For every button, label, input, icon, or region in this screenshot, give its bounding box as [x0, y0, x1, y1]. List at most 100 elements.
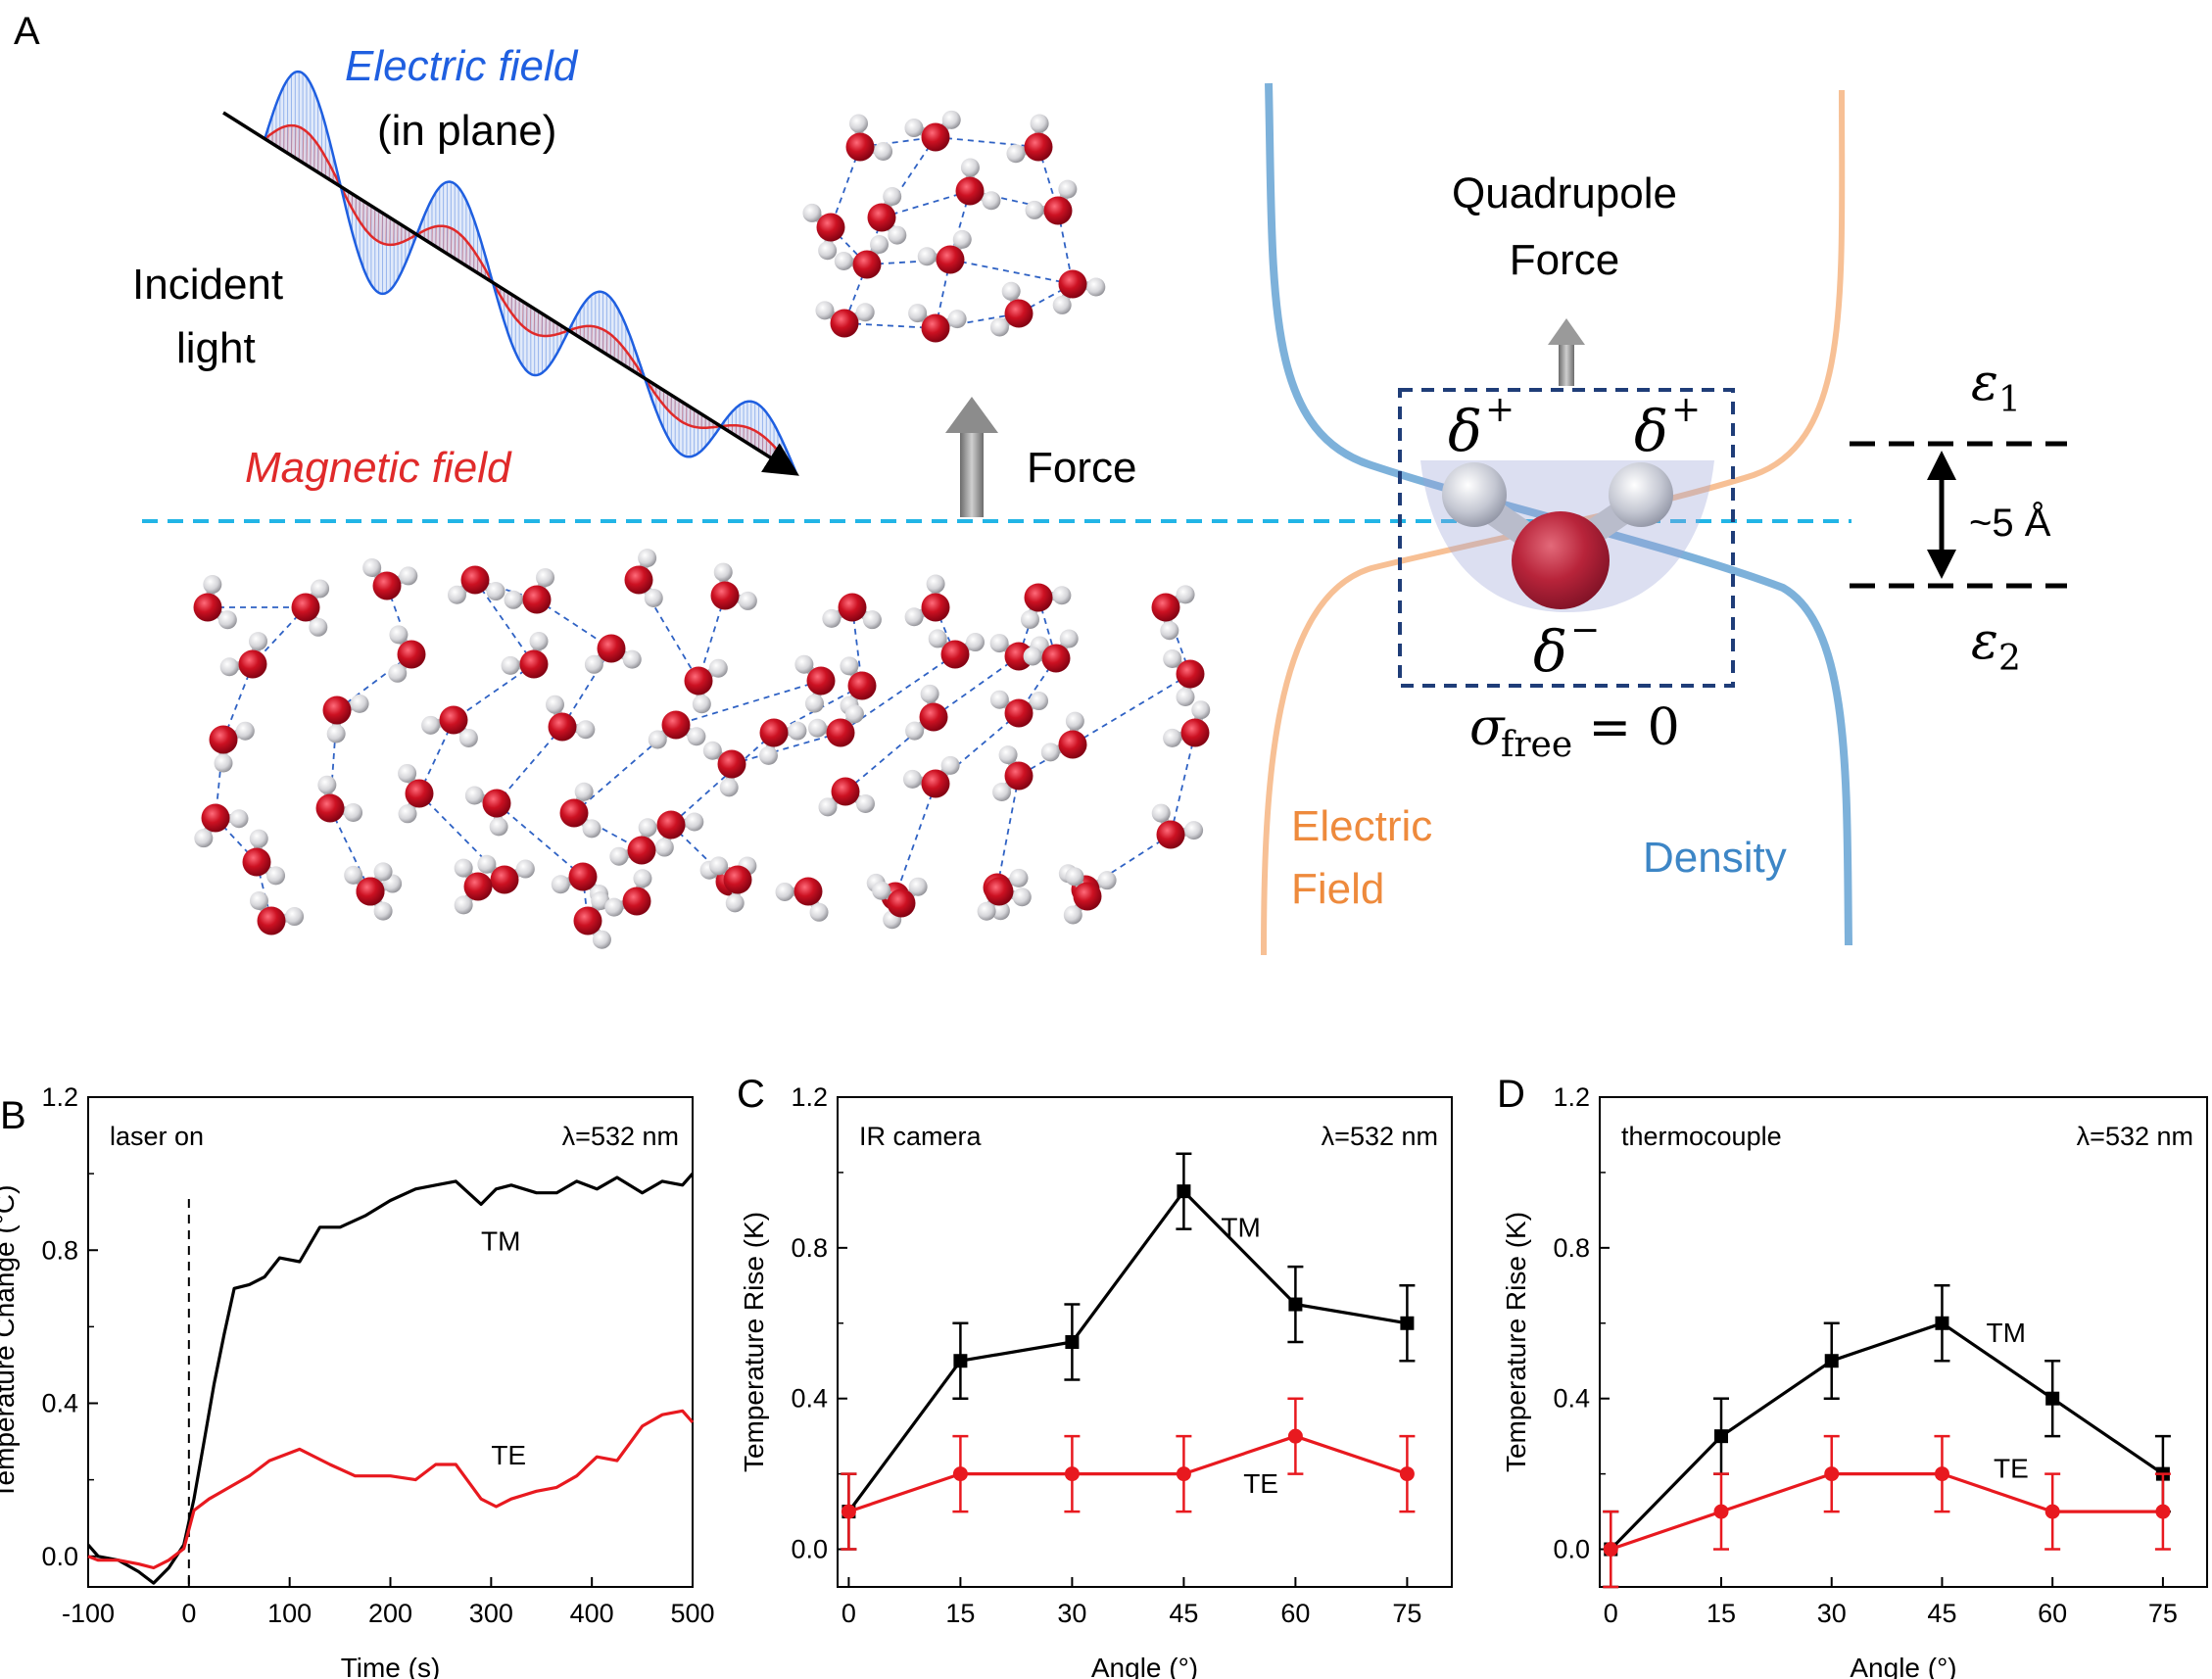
water-molecule: [464, 786, 511, 837]
x-tick-label: 30: [1057, 1599, 1086, 1628]
hydrogen-bond: [336, 653, 412, 711]
x-tick-label: 0: [1604, 1599, 1618, 1628]
data-point-te: [1603, 1542, 1618, 1558]
water-molecule: [1025, 179, 1078, 225]
water-molecule: [609, 818, 657, 866]
quadrupole-label-line1: Quadrupole: [1452, 169, 1677, 217]
delta-plus-left: δ: [1448, 398, 1482, 464]
x-tick-label: 0: [181, 1599, 196, 1628]
data-point-te: [1287, 1428, 1303, 1444]
delta-minus: δ: [1533, 618, 1567, 685]
incident-light-label-line2: light: [176, 324, 256, 372]
water-molecule: [904, 110, 961, 152]
data-point-te: [952, 1466, 968, 1482]
water-molecule: [648, 710, 706, 749]
water-molecule: [356, 862, 393, 921]
water-molecule: [908, 304, 967, 343]
hydrogen-bond: [933, 655, 1020, 718]
water-molecule: [992, 745, 1034, 801]
y-tick-label: 0.4: [791, 1384, 828, 1414]
x-tick-label: 15: [1707, 1599, 1736, 1628]
x-axis-label: Time (s): [341, 1653, 441, 1679]
panel-b-label: B: [0, 1094, 26, 1137]
x-tick-label: 400: [570, 1599, 614, 1628]
hydrogen-bond: [496, 802, 584, 878]
hydrogen-bond: [731, 732, 842, 765]
panel-d-label: D: [1497, 1073, 1525, 1116]
water-molecule: [477, 854, 535, 894]
chart-panel-d: 0 15 30 45 60 75 0.0 0.4 0.8 1.2 Angle (°) Temperat…: [1497, 1073, 2208, 1679]
data-point-te: [1713, 1504, 1729, 1519]
magnetic-field-label: Magnetic field: [245, 444, 512, 492]
water-molecule: [219, 632, 268, 679]
y-tick-label: 0.0: [791, 1535, 828, 1564]
water-molecule: [840, 656, 877, 715]
y-tick-label: 0.8: [791, 1233, 828, 1263]
annotation-top-left: IR camera: [859, 1122, 983, 1151]
water-molecule: [501, 632, 549, 679]
water-molecule: [902, 755, 960, 798]
data-point-te: [841, 1504, 856, 1519]
water-molecule: [362, 558, 418, 600]
data-point-te: [1934, 1466, 1949, 1482]
x-tick-label: 0: [842, 1599, 856, 1628]
series-label-tm: TM: [1221, 1212, 1260, 1242]
data-point-tm: [1400, 1316, 1415, 1330]
water-molecule: [815, 301, 875, 338]
y-tick-label: 0.0: [41, 1542, 78, 1571]
annotation-top-left: thermocouple: [1621, 1122, 1782, 1151]
x-tick-label: 60: [2038, 1599, 2067, 1628]
delta-plus-right: δ: [1634, 398, 1668, 464]
delta-plus-left-sign: +: [1485, 390, 1515, 430]
y-tick-label: 1.2: [791, 1082, 828, 1112]
x-axis-label: Angle (°): [1850, 1653, 1956, 1679]
series-label-te: TE: [1994, 1453, 2029, 1483]
x-axis-label: Angle (°): [1091, 1653, 1198, 1679]
water-molecule: [955, 158, 1001, 211]
water-molecule: [977, 877, 1032, 921]
series-label-tm: TM: [481, 1225, 520, 1256]
panel-a: A Electric field (in plane) Incident lig…: [14, 10, 2067, 956]
water-molecule: [388, 625, 426, 683]
x-tick-label: 45: [1927, 1599, 1956, 1628]
water-molecule: [1052, 269, 1106, 314]
incident-light-label-line1: Incident: [132, 261, 283, 309]
water-molecule: [193, 574, 237, 630]
water-molecule: [573, 891, 611, 949]
y-tick-label: 0.8: [41, 1235, 78, 1265]
water-molecule: [559, 782, 601, 839]
epsilon2-subscript: 2: [1998, 639, 2021, 679]
hydrogen-bond: [894, 783, 937, 897]
data-point-te: [2155, 1504, 2171, 1519]
data-point-tm: [1288, 1297, 1303, 1312]
y-axis-label: Temperature Rise (K): [739, 1212, 769, 1472]
epsilon1-subscript: 1: [1998, 380, 2021, 420]
water-molecule: [1163, 700, 1211, 747]
hydrogen-bond: [996, 775, 1020, 888]
distance-arrow-down-head: [1927, 550, 1956, 579]
y-tick-label: 0.4: [41, 1389, 78, 1418]
annotation-top-right: λ=532 nm: [2077, 1122, 2193, 1151]
water-molecule: [194, 803, 249, 848]
water-molecule: [1040, 711, 1087, 762]
water-molecule: [1023, 629, 1079, 673]
delta-minus-sign: −: [1570, 610, 1600, 650]
water-molecule: [1151, 803, 1204, 849]
x-tick-label: 45: [1169, 1599, 1198, 1628]
water-molecule: [454, 858, 493, 915]
x-tick-label: 60: [1280, 1599, 1310, 1628]
density-curve-label: Density: [1643, 834, 1787, 882]
water-molecule: [1063, 867, 1102, 925]
water-molecule-large: [1442, 462, 1673, 609]
water-molecule: [905, 684, 948, 741]
x-tick-label: 75: [1392, 1599, 1421, 1628]
force-label: Force: [1027, 444, 1136, 492]
x-tick-label: 15: [945, 1599, 975, 1628]
y-tick-label: 0.8: [1553, 1233, 1590, 1263]
plot-frame: [87, 1096, 694, 1588]
hydrogen-bond: [453, 663, 535, 721]
water-molecule: [242, 829, 286, 886]
hydrogen-bond: [536, 599, 612, 649]
series-line-tm: [1610, 1321, 2164, 1551]
data-point-tm: [1177, 1184, 1191, 1199]
